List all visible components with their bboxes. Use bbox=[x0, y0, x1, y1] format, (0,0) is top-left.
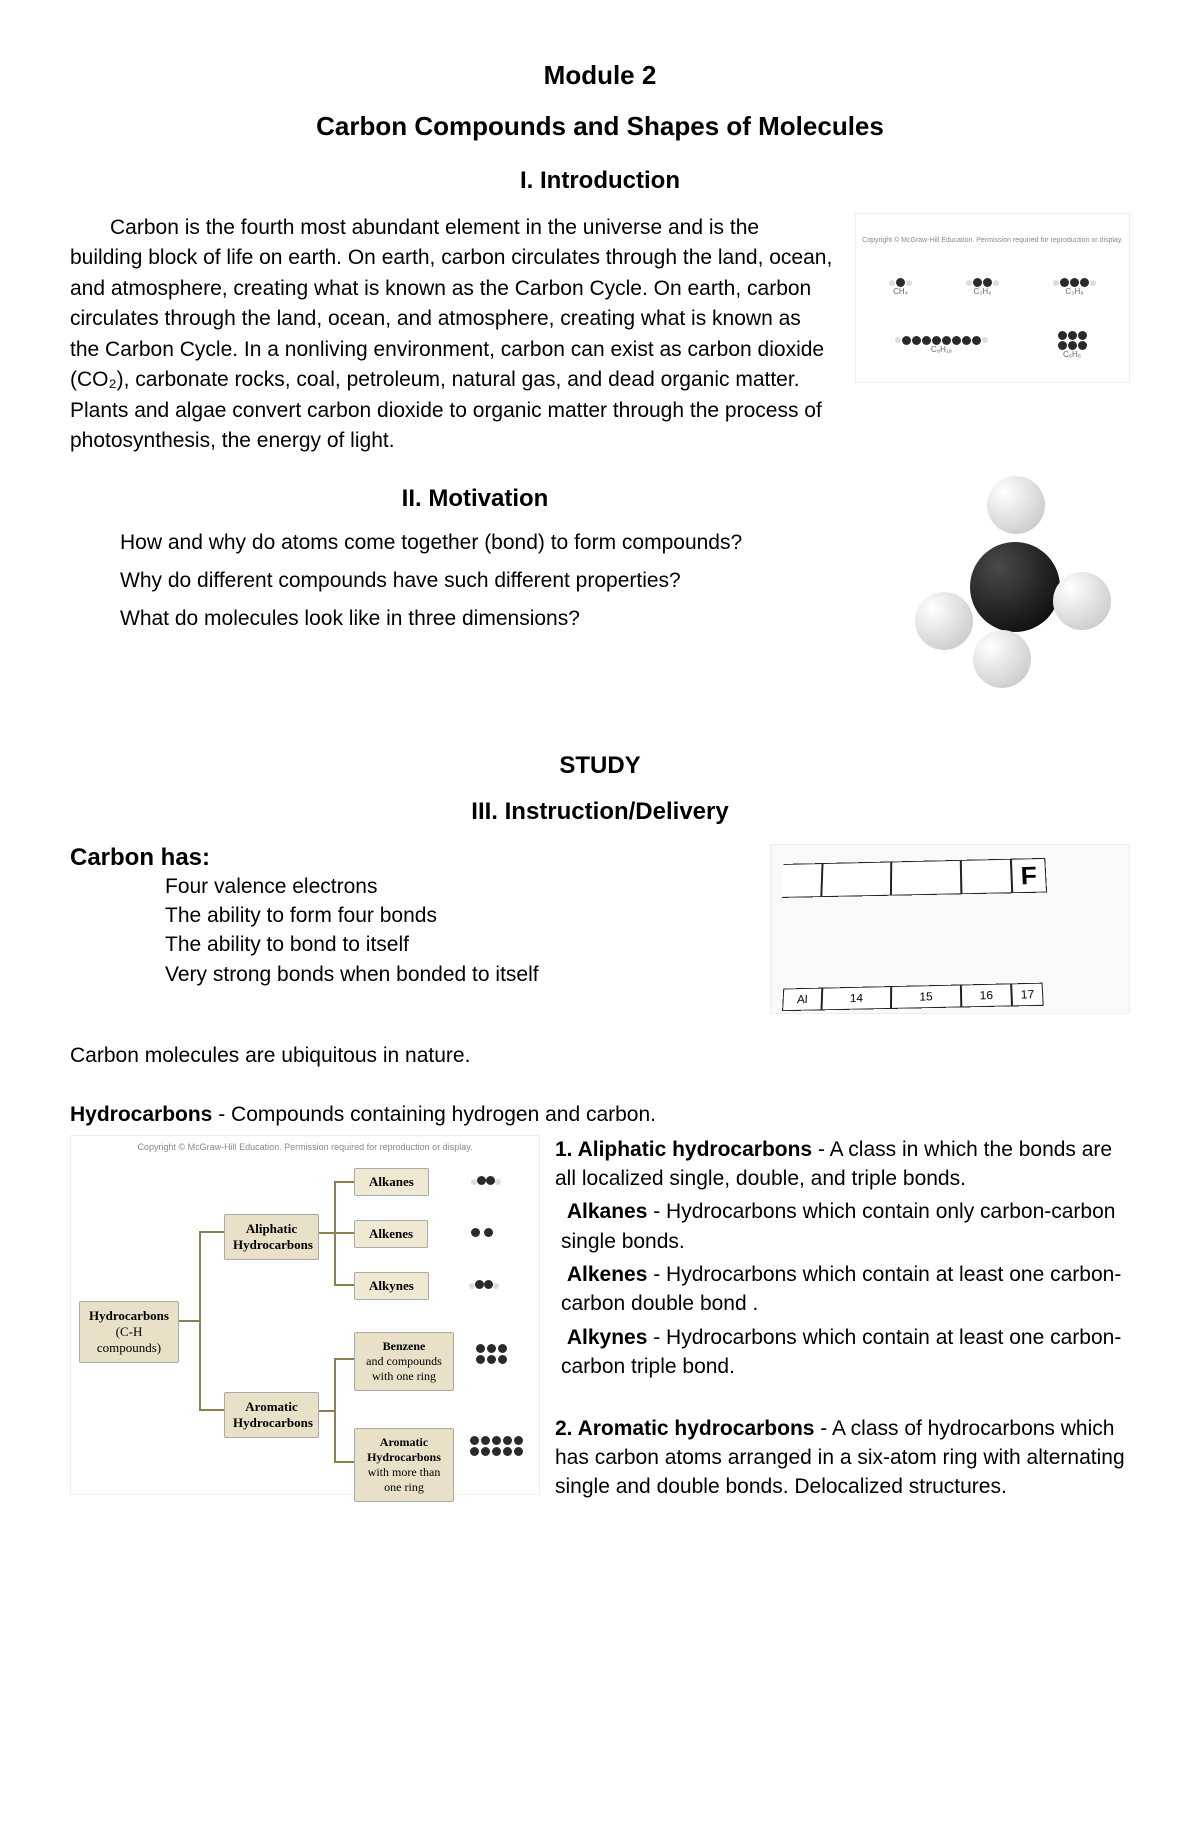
hydrocarbons-definition: Hydrocarbons - Compounds containing hydr… bbox=[70, 1103, 1130, 1127]
motivation-bullet: How and why do atoms come together (bond… bbox=[120, 531, 880, 555]
motivation-bullet: Why do different compounds have such dif… bbox=[120, 569, 880, 593]
section-instruction-heading: III. Instruction/Delivery bbox=[70, 798, 1130, 826]
carbon-has-item: The ability to bond to itself bbox=[165, 930, 750, 959]
periodic-table-icon: F Al 14 15 16 17 bbox=[770, 844, 1130, 1014]
carbon-has-item: Four valence electrons bbox=[165, 872, 750, 901]
intro-block: Carbon is the fourth most abundant eleme… bbox=[70, 213, 1130, 457]
methane-molecule-icon bbox=[900, 467, 1130, 697]
molecule-panel-icon: Copyright © McGraw-Hill Education. Permi… bbox=[855, 213, 1130, 383]
intro-text: Carbon is the fourth most abundant eleme… bbox=[70, 213, 835, 457]
ubiquitous-text: Carbon molecules are ubiquitous in natur… bbox=[70, 1044, 1130, 1068]
hydrocarbon-tree-diagram: Copyright © McGraw-Hill Education. Permi… bbox=[70, 1135, 540, 1495]
module-title: Carbon Compounds and Shapes of Molecules bbox=[70, 111, 1130, 142]
carbon-has-item: Very strong bonds when bonded to itself bbox=[165, 960, 750, 989]
section-intro-heading: I. Introduction bbox=[70, 167, 1130, 195]
carbon-has-title: Carbon has: bbox=[70, 844, 750, 872]
carbon-has-block: Carbon has: Four valence electrons The a… bbox=[70, 844, 1130, 1014]
carbon-has-item: The ability to form four bonds bbox=[165, 901, 750, 930]
motivation-block: II. Motivation How and why do atoms come… bbox=[70, 467, 1130, 697]
study-label: STUDY bbox=[70, 752, 1130, 780]
module-number: Module 2 bbox=[70, 60, 1130, 91]
hydrocarbon-descriptions: 1. Aliphatic hydrocarbons - A class in w… bbox=[555, 1135, 1130, 1506]
section-motivation-heading: II. Motivation bbox=[70, 485, 880, 513]
hydrocarbons-block: Copyright © McGraw-Hill Education. Permi… bbox=[70, 1135, 1130, 1506]
motivation-bullet: What do molecules look like in three dim… bbox=[120, 607, 880, 631]
